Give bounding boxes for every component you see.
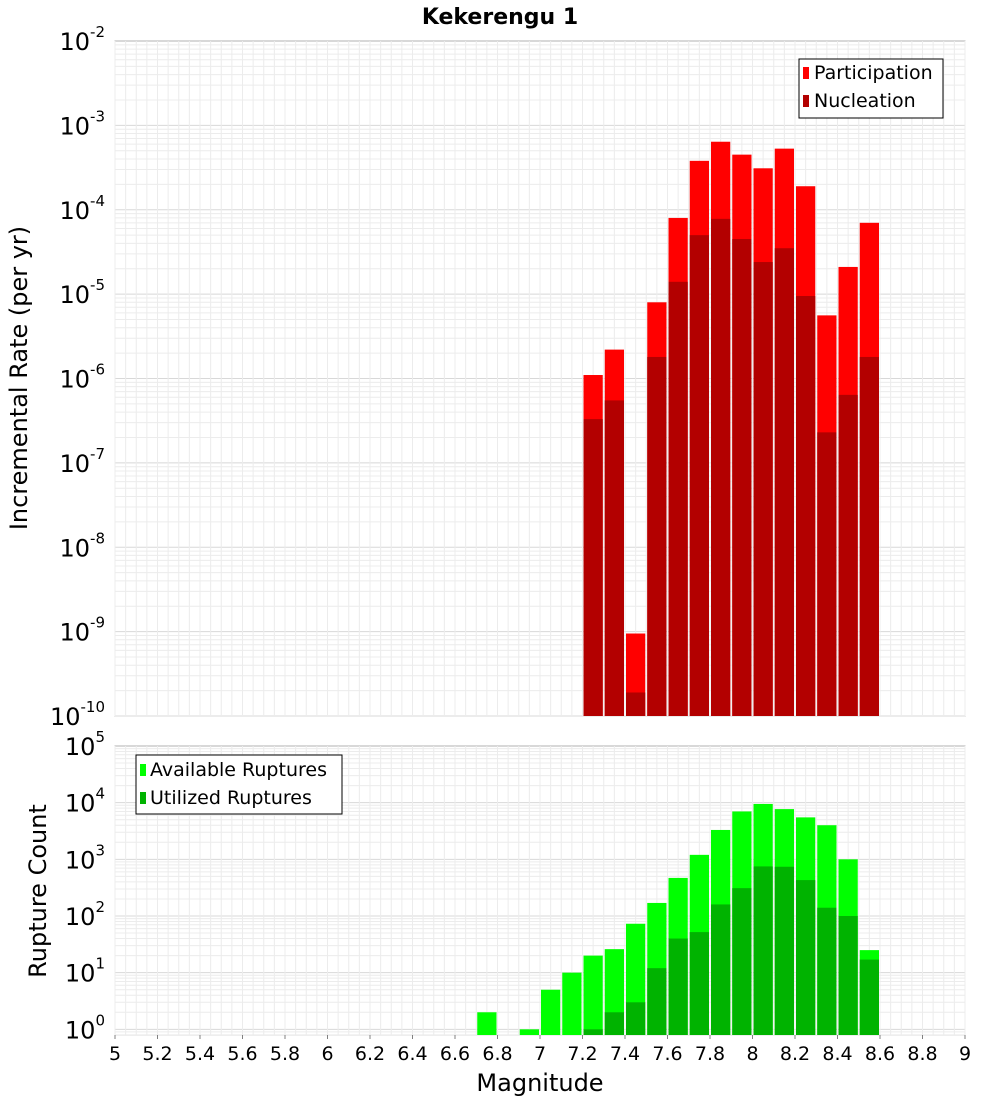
- x-tick-label: 5: [109, 1043, 121, 1065]
- bar-utilized-ruptures: [796, 880, 816, 1035]
- bar-available-ruptures: [583, 955, 603, 1035]
- x-tick-label: 8.6: [865, 1043, 895, 1065]
- count-y-axis-label: Rupture Count: [24, 804, 52, 978]
- rate-panel: 10-10 10-9 10-8 10-7 10-6 10-5 10-4 10-3 10-2 In…: [5, 23, 966, 731]
- bar-nucleation: [753, 262, 773, 716]
- legend-label-utilized: Utilized Ruptures: [150, 787, 312, 809]
- chart-title: Kekerengu 1: [422, 5, 578, 30]
- y-tick-label: 102: [65, 898, 105, 931]
- rate-y-axis-label: Incremental Rate (per yr): [5, 226, 33, 530]
- rate-bars: [583, 141, 879, 717]
- bar-nucleation: [583, 419, 603, 716]
- x-tick-label: 5.2: [142, 1043, 172, 1065]
- bar-available-ruptures: [477, 1012, 497, 1035]
- legend-swatch-nucleation: [803, 95, 809, 107]
- bar-utilized-ruptures: [668, 938, 688, 1035]
- legend-label-available: Available Ruptures: [150, 759, 327, 781]
- bar-nucleation: [817, 432, 837, 716]
- x-tick-label: 5.4: [185, 1043, 215, 1065]
- x-tick-label: 7.4: [610, 1043, 640, 1065]
- y-tick-label: 10-7: [59, 445, 105, 478]
- bar-available-ruptures: [562, 972, 582, 1035]
- x-tick-label: 6: [321, 1043, 333, 1065]
- rate-legend-box: [798, 58, 944, 119]
- x-tick-label: 8.4: [822, 1043, 852, 1065]
- rate-gridlines: [114, 41, 966, 717]
- x-tick-label: 8.2: [780, 1043, 810, 1065]
- y-tick-label: 103: [65, 841, 105, 874]
- legend-swatch-utilized: [140, 792, 146, 804]
- y-tick-label: 10-10: [50, 698, 105, 731]
- bar-utilized-ruptures: [753, 866, 773, 1035]
- x-tick-label: 7.8: [695, 1043, 725, 1065]
- x-tick-label: 5.8: [270, 1043, 300, 1065]
- bar-utilized-ruptures: [838, 916, 858, 1035]
- x-tick-label: 6.8: [482, 1043, 512, 1065]
- y-tick-label: 10-6: [59, 361, 105, 394]
- x-tick-label: 6.2: [355, 1043, 385, 1065]
- y-tick-label: 10-8: [59, 529, 105, 562]
- y-tick-label: 10-3: [59, 107, 105, 140]
- x-tick-label: 8.8: [907, 1043, 937, 1065]
- bar-utilized-ruptures: [626, 1002, 646, 1035]
- bar-nucleation: [732, 239, 752, 716]
- bar-nucleation: [689, 235, 709, 716]
- rate-y-ticks: 10-10 10-9 10-8 10-7 10-6 10-5 10-4 10-3 10-2: [50, 23, 105, 731]
- bar-nucleation: [647, 356, 667, 716]
- legend-swatch-participation: [803, 67, 809, 79]
- bar-nucleation: [604, 400, 624, 716]
- bar-nucleation: [711, 218, 731, 716]
- y-tick-label: 105: [65, 728, 105, 761]
- legend-label-participation: Participation: [814, 62, 933, 84]
- y-tick-label: 10-2: [59, 23, 105, 56]
- legend-swatch-available: [140, 764, 146, 776]
- x-tick-label: 5.6: [227, 1043, 257, 1065]
- count-legend-box: [135, 754, 343, 815]
- bar-utilized-ruptures: [604, 1012, 624, 1035]
- bar-utilized-ruptures: [732, 888, 752, 1035]
- rate-legend: Participation Nucleation: [798, 58, 944, 119]
- x-tick-label: 6.4: [397, 1043, 427, 1065]
- x-tick-label: 7.6: [652, 1043, 682, 1065]
- y-tick-label: 10-5: [59, 276, 105, 309]
- count-bars: [477, 803, 879, 1035]
- bar-nucleation: [796, 296, 816, 716]
- x-axis-label: Magnitude: [476, 1069, 603, 1097]
- count-legend: Available Ruptures Utilized Ruptures: [135, 754, 343, 815]
- x-tick-label: 6.6: [440, 1043, 470, 1065]
- bar-utilized-ruptures: [689, 932, 709, 1035]
- bar-available-ruptures: [519, 1029, 539, 1035]
- bar-utilized-ruptures: [817, 907, 837, 1035]
- legend-label-nucleation: Nucleation: [814, 90, 916, 112]
- magnitude-x-ticks: 5 5.2 5.4 5.6 5.8 6 6.2 6.4 6.6 6.8 7 7.2 7.4 7.6 7.8 8…: [109, 1035, 971, 1065]
- y-tick-label: 100: [65, 1011, 105, 1044]
- bar-utilized-ruptures: [711, 904, 731, 1035]
- count-panel: 100 101 102 103 104 105 5 5.2 5.4 5.6 5.8 6 6.2 6.4 6…: [24, 728, 971, 1097]
- bar-nucleation: [626, 692, 646, 716]
- bar-utilized-ruptures: [859, 959, 879, 1035]
- bar-utilized-ruptures: [583, 1029, 603, 1035]
- y-tick-label: 10-9: [59, 614, 105, 647]
- x-tick-label: 9: [959, 1043, 971, 1065]
- x-tick-label: 7: [534, 1043, 546, 1065]
- bar-nucleation: [668, 281, 688, 716]
- bar-nucleation: [774, 248, 794, 717]
- bar-nucleation: [838, 394, 858, 716]
- count-y-ticks: 100 101 102 103 104 105: [65, 728, 105, 1044]
- y-tick-label: 104: [65, 785, 105, 818]
- bar-nucleation: [859, 356, 879, 716]
- y-tick-label: 10-4: [59, 192, 105, 225]
- bar-utilized-ruptures: [647, 968, 667, 1035]
- bar-available-ruptures: [541, 989, 561, 1035]
- y-tick-label: 101: [65, 955, 105, 988]
- x-tick-label: 7.2: [567, 1043, 597, 1065]
- x-tick-label: 8: [746, 1043, 758, 1065]
- bar-utilized-ruptures: [774, 866, 794, 1035]
